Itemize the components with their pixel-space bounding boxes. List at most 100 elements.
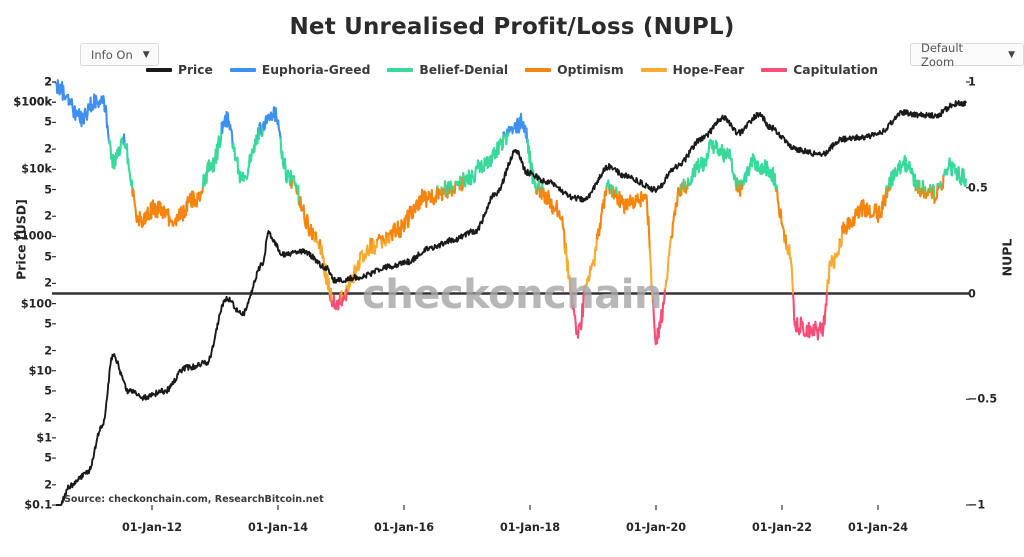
nupl-segment [615, 190, 651, 250]
nupl-segment [258, 121, 263, 137]
nupl-segment [459, 175, 464, 192]
chevron-down-icon: ▼ [142, 49, 150, 60]
axis-ticks [52, 81, 970, 510]
x-tick: 01-Jan-24 [847, 521, 909, 534]
nupl-segment [924, 183, 932, 199]
nupl-segment [583, 233, 598, 291]
y-tick-left: $100k [13, 95, 52, 109]
y-tick-left: 5 [44, 250, 52, 264]
y-tick-left: 2 [44, 276, 52, 290]
y-axis-ticks-right: 1 0.5 0 −0.5 −1 [968, 0, 1024, 557]
nupl-segment [791, 289, 829, 341]
nupl-segment [123, 142, 134, 197]
nupl-segment [131, 185, 204, 229]
y-tick-right: 0.5 [968, 181, 988, 195]
nupl-segment [462, 131, 505, 188]
y-tick-left: $10 [28, 364, 52, 378]
legend-item-5[interactable]: Capitulation [761, 63, 878, 77]
nupl-segment [526, 138, 538, 195]
nupl-segment [220, 110, 234, 149]
source-attribution: Source: checkonchain.com, ResearchBitcoi… [64, 494, 324, 505]
nupl-segment [107, 133, 126, 170]
legend-label: Optimism [557, 63, 624, 77]
nupl-segment [504, 128, 509, 146]
legend-item-0[interactable]: Price [145, 63, 213, 77]
nupl-segment [279, 137, 293, 190]
y-tick-left: $100k [13, 95, 52, 109]
y-tick-left: 2 [44, 478, 52, 492]
nupl-series [54, 79, 968, 346]
page-title: Net Unrealised Profit/Loss (NUPL) [289, 14, 735, 40]
y-tick-left: 2 [44, 209, 52, 223]
y-tick-right: 0 [968, 287, 976, 300]
y-tick-left: $1000 [13, 229, 52, 243]
nupl-segment [563, 242, 573, 296]
nupl-segment [915, 179, 920, 194]
nupl-segment [929, 183, 933, 195]
y-tick-left: $100 [20, 297, 52, 311]
y-tick-left: 5 [44, 115, 52, 129]
legend-label: Euphoria-Greed [261, 63, 371, 77]
nupl-segment [942, 157, 968, 188]
y-tick-right: 1 [968, 75, 976, 89]
nupl-segment [918, 179, 921, 196]
y-tick-left: 2 [44, 75, 52, 89]
y-tick-left: 2 [44, 344, 52, 358]
nupl-segment [297, 195, 316, 242]
y-tick-left: 5 [44, 183, 52, 197]
info-dropdown-label: Info On [91, 47, 133, 62]
nupl-segment [314, 231, 318, 243]
nupl-segment [257, 124, 261, 140]
nupl-segment [535, 180, 540, 196]
zoom-dropdown[interactable]: Default Zoom ▼ [910, 40, 1024, 69]
legend-label: Hope-Fear [672, 63, 745, 77]
nupl-segment [297, 184, 300, 206]
y-tick-left: 2 [44, 142, 52, 156]
nupl-segment [388, 185, 439, 242]
nupl-segment [825, 238, 841, 292]
nupl-segment [388, 233, 391, 244]
legend-swatch-icon [387, 68, 414, 72]
info-dropdown[interactable]: Info On ▼ [80, 43, 159, 66]
nupl-segment [340, 292, 347, 307]
nupl-segment [291, 175, 298, 192]
y-tick-right: −1 [968, 498, 986, 512]
nupl-segment [507, 112, 527, 140]
nupl-segment [260, 125, 265, 138]
nupl-segment [921, 179, 925, 191]
y-axis-ticks-left: $0.1 2 5 $1 2 5 $10 2 5 $100 2 5 $1000 2 5 $10k 2 5 $100k 2… [0, 0, 52, 557]
legend-item-4[interactable]: Hope-Fear [640, 63, 745, 77]
nupl-segment [937, 180, 943, 191]
legend-swatch-icon [229, 68, 256, 72]
zoom-dropdown-label: Default Zoom [921, 40, 964, 69]
nupl-segment [737, 179, 741, 191]
legend-label: Price [177, 63, 213, 77]
legend-item-3[interactable]: Optimism [525, 63, 624, 77]
nupl-segment [669, 183, 682, 239]
chevron-down-icon: ▼ [1008, 49, 1015, 60]
nupl-segment [941, 173, 945, 190]
nupl-segment [839, 225, 844, 248]
legend-item-2[interactable]: Belief-Denial [387, 63, 508, 77]
nupl-segment [261, 106, 282, 141]
x-tick: 01-Jan-22 [751, 521, 813, 534]
legend-item-1[interactable]: Euphoria-Greed [229, 63, 371, 77]
nupl-segment [776, 189, 786, 244]
chart-legend: Price Euphoria-Greed Belief-Denial Optimism… [0, 63, 1024, 77]
nupl-segment [615, 186, 618, 197]
y-tick-right: −0.5 [968, 392, 998, 406]
y-tick-left: $0.1 [24, 498, 52, 512]
x-tick: 01-Jan-16 [373, 521, 435, 534]
nupl-segment [686, 138, 738, 192]
legend-swatch-icon [145, 68, 172, 72]
nupl-segment [889, 155, 917, 192]
legend-swatch-icon [525, 68, 552, 72]
nupl-segment [841, 185, 888, 235]
y-tick-left: $1 [36, 431, 52, 445]
y-tick-left: 2 [44, 75, 52, 89]
nupl-segment [738, 179, 742, 197]
legend-swatch-icon [761, 68, 788, 72]
nupl-segment [741, 153, 778, 192]
